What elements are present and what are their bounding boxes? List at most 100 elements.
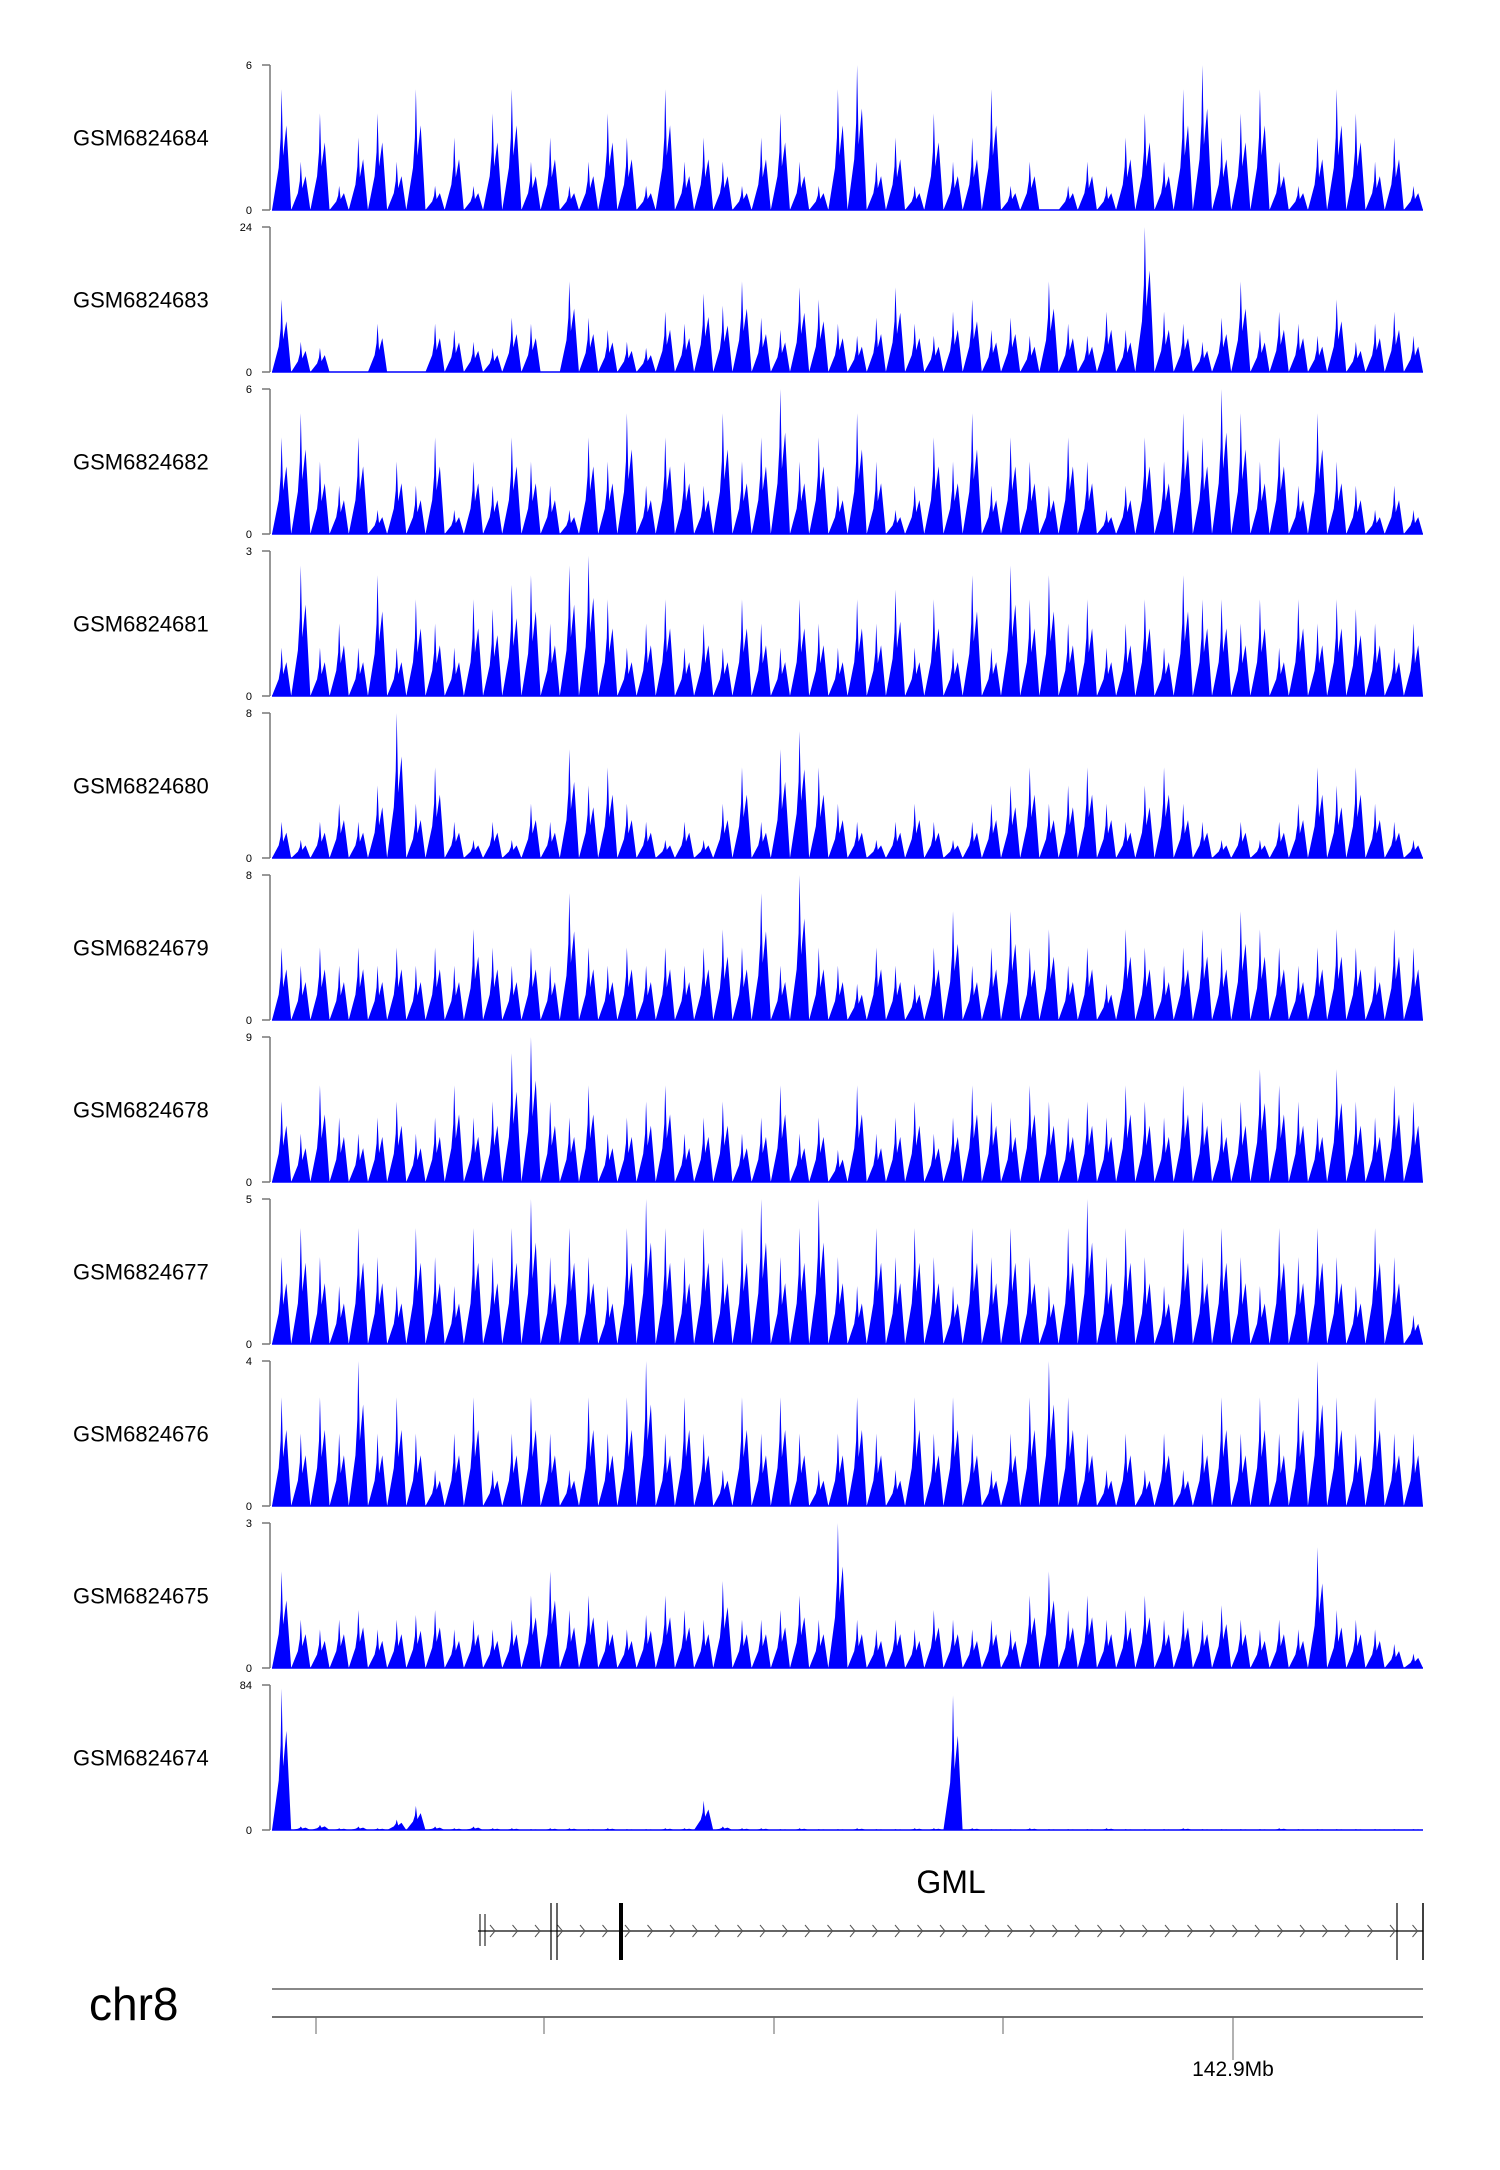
signal-peak: [962, 821, 982, 858]
signal-peak: [1058, 965, 1078, 1020]
signal-peak: [1116, 137, 1136, 210]
signal-peak: [463, 1397, 484, 1506]
signal-peak: [694, 1433, 714, 1506]
signal-peak: [1365, 161, 1385, 210]
signal-peak: [1058, 1117, 1078, 1182]
signal-peak: [751, 1619, 771, 1668]
signal-peak: [943, 911, 963, 1020]
signal-peak: [924, 1433, 944, 1506]
strand-arrow-icon: [1119, 1924, 1126, 1938]
signal-peak: [885, 1469, 906, 1506]
signal-peak: [1020, 1257, 1040, 1344]
signal-peak: [789, 1433, 810, 1506]
signal-peak: [348, 1228, 368, 1344]
strand-arrow-icon: [1344, 1924, 1351, 1938]
signal-peak: [1327, 1257, 1347, 1344]
signal-peak: [1173, 89, 1193, 210]
signal-peak: [1288, 965, 1308, 1020]
signal-peak: [1116, 329, 1136, 372]
strand-arrow-icon: [1299, 1924, 1306, 1938]
signal-peak: [713, 929, 733, 1020]
signal-peak: [1365, 623, 1385, 696]
signal-peak: [1269, 1619, 1289, 1668]
signal-peak: [1154, 965, 1174, 1020]
signal-peak: [348, 437, 368, 534]
signal-peak: [1269, 437, 1289, 534]
signal-peak: [1346, 1286, 1366, 1344]
signal-peak: [828, 647, 848, 696]
signal-peak: [866, 461, 886, 534]
signal-peak: [1307, 623, 1328, 696]
signal-peak: [1154, 647, 1174, 696]
signal-peak: [291, 161, 311, 210]
signal-peak: [1020, 461, 1040, 534]
y-tick-label-max: 3: [246, 546, 252, 558]
signal-peak: [943, 1397, 963, 1506]
signal-peak: [425, 767, 445, 858]
signal-peak: [272, 89, 292, 210]
signal-peak: [1058, 785, 1078, 858]
signal-peak: [943, 1117, 963, 1182]
signal-peak: [1365, 1629, 1385, 1668]
signal-peak: [272, 1397, 292, 1506]
strand-arrow-icon: [917, 1924, 924, 1938]
signal-peak: [751, 623, 771, 696]
strand-arrow-icon: [872, 1924, 879, 1938]
signal-peak: [310, 461, 330, 534]
signal-peak: [1211, 389, 1232, 534]
signal-peak: [905, 647, 925, 696]
signal-peak: [367, 509, 388, 534]
signal-peak: [291, 341, 311, 372]
signal-peak: [866, 1133, 886, 1182]
signal-peak: [1077, 767, 1097, 858]
signal-peak: [483, 609, 503, 696]
signal-peak: [483, 113, 503, 210]
y-tick-label-max: 8: [246, 708, 252, 720]
y-tick-label-max: 9: [246, 1032, 252, 1044]
signal-peak: [1346, 947, 1366, 1020]
signal-peak: [483, 485, 503, 534]
signal-peak: [1000, 437, 1021, 534]
signal-peak: [674, 323, 695, 372]
signal-peak: [367, 113, 388, 210]
signal-peak: [598, 461, 618, 534]
signal-peak: [1135, 947, 1155, 1020]
signal-peak: [367, 1257, 388, 1344]
signal-peak: [387, 713, 407, 858]
signal-peak: [1192, 821, 1212, 858]
signal-peak: [770, 647, 790, 696]
signal-peak: [770, 1397, 790, 1506]
signal-peak: [981, 1469, 1001, 1506]
signal-peak: [674, 1257, 695, 1344]
signal-peak: [578, 555, 599, 696]
signal-peak: [1096, 1619, 1117, 1668]
signal-peak: [425, 1117, 445, 1182]
signal-peak: [828, 323, 848, 372]
signal-peak: [406, 599, 426, 696]
signal-peak: [1192, 599, 1212, 696]
strand-arrow-icon: [1412, 1924, 1419, 1938]
signal-peak: [559, 1469, 579, 1506]
signal-peak: [828, 965, 848, 1020]
signal-peak: [1192, 1433, 1212, 1506]
signal-peak: [1231, 1433, 1251, 1506]
signal-peak: [1020, 1595, 1040, 1668]
signal-peak: [674, 1133, 695, 1182]
signal-peak: [1154, 1286, 1174, 1344]
signal-peak: [1135, 1257, 1155, 1344]
signal-peak: [1039, 803, 1059, 858]
signal-peak: [905, 803, 925, 858]
signal-peak: [425, 1826, 445, 1830]
signal-peak: [1365, 509, 1385, 534]
signal-peak: [617, 1228, 637, 1344]
signal-peak: [310, 347, 330, 372]
signal-peak: [272, 1101, 292, 1182]
signal-peak: [713, 1826, 733, 1830]
signal-peak: [444, 329, 464, 372]
strand-arrow-icon: [939, 1924, 946, 1938]
signal-peak: [770, 749, 790, 858]
signal-peak: [732, 1133, 752, 1182]
signal-peak: [962, 1629, 982, 1668]
signal-peak: [578, 317, 599, 372]
signal-peak: [655, 1433, 675, 1506]
